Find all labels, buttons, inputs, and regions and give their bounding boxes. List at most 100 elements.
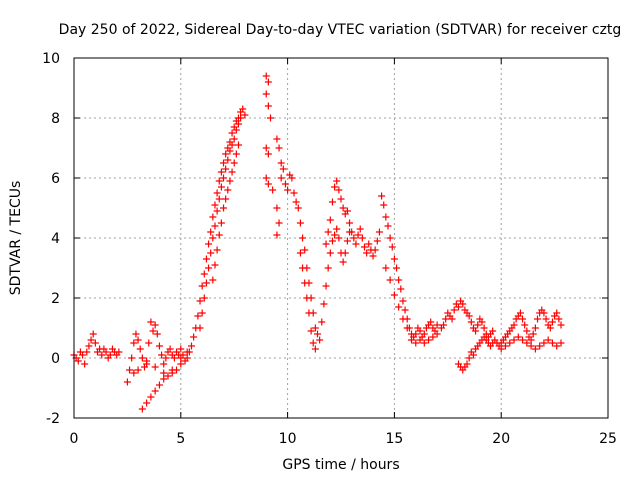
data-point (303, 294, 311, 302)
data-point (354, 231, 362, 239)
data-point (138, 405, 146, 413)
y-tick-label: -2 (46, 411, 60, 427)
data-point (393, 264, 401, 272)
data-point (222, 165, 230, 173)
data-point (185, 348, 193, 356)
data-point (147, 318, 155, 326)
data-point (440, 321, 448, 329)
data-point (262, 144, 270, 152)
data-point (205, 240, 213, 248)
data-point (217, 183, 225, 191)
data-point (557, 321, 565, 329)
data-point (380, 201, 388, 209)
data-point (273, 231, 281, 239)
data-point (480, 324, 488, 332)
data-point (211, 201, 219, 209)
data-point (390, 255, 398, 263)
data-point (168, 366, 176, 374)
data-point (311, 345, 319, 353)
data-point (301, 279, 309, 287)
data-point (463, 360, 471, 368)
y-tick-label: 8 (51, 111, 60, 127)
x-tick-label: 25 (599, 431, 617, 447)
data-point (226, 147, 234, 155)
data-point (459, 300, 467, 308)
data-point (531, 324, 539, 332)
data-point (83, 348, 91, 356)
data-point (220, 159, 228, 167)
data-point (523, 327, 531, 335)
data-point (162, 354, 170, 362)
data-point (474, 321, 482, 329)
data-point (155, 342, 163, 350)
data-point (128, 354, 136, 362)
data-point (190, 333, 198, 341)
data-point (170, 354, 178, 362)
data-point (264, 102, 272, 110)
data-point (138, 354, 146, 362)
data-point (202, 279, 210, 287)
data-point (335, 186, 343, 194)
data-point (262, 72, 270, 80)
data-point (356, 225, 364, 233)
data-point (264, 78, 272, 86)
data-point (239, 105, 247, 113)
data-point (196, 297, 204, 305)
data-point (467, 318, 475, 326)
data-point (299, 264, 307, 272)
data-point (489, 327, 497, 335)
data-point (425, 336, 433, 344)
data-point (198, 309, 206, 317)
data-point (200, 270, 208, 278)
data-point (149, 327, 157, 335)
data-point (350, 234, 358, 242)
data-point (337, 195, 345, 203)
data-point (209, 276, 217, 284)
data-point (145, 339, 153, 347)
data-point (215, 231, 223, 239)
plot-frame (73, 57, 609, 419)
data-point (213, 207, 221, 215)
data-point (264, 150, 272, 158)
data-point (213, 189, 221, 197)
data-point (160, 360, 168, 368)
data-point (382, 213, 390, 221)
data-point (294, 204, 302, 212)
data-point (126, 366, 134, 374)
data-point (89, 330, 97, 338)
data-point (318, 318, 326, 326)
data-point (412, 330, 420, 338)
data-point (284, 186, 292, 194)
data-point (309, 339, 317, 347)
data-point (534, 315, 542, 323)
data-point (331, 183, 339, 191)
data-point (207, 228, 215, 236)
data-point (450, 306, 458, 314)
data-point (177, 345, 185, 353)
data-point (151, 363, 159, 371)
data-point (416, 327, 424, 335)
data-point (226, 177, 234, 185)
data-point (373, 237, 381, 245)
data-point (194, 312, 202, 320)
y-tick-label: 0 (51, 351, 60, 367)
data-point (429, 333, 437, 341)
data-point (324, 228, 332, 236)
data-point (352, 240, 360, 248)
data-point (314, 330, 322, 338)
x-tick-label: 5 (176, 431, 185, 447)
data-point (320, 300, 328, 308)
data-point (158, 351, 166, 359)
data-point (514, 333, 522, 341)
data-point (87, 336, 95, 344)
data-point (299, 234, 307, 242)
data-point (395, 303, 403, 311)
data-point (222, 150, 230, 158)
data-point (98, 351, 106, 359)
data-point (348, 228, 356, 236)
data-point (384, 222, 392, 230)
data-point (416, 336, 424, 344)
data-point (442, 315, 450, 323)
data-point (200, 294, 208, 302)
data-point (160, 369, 168, 377)
